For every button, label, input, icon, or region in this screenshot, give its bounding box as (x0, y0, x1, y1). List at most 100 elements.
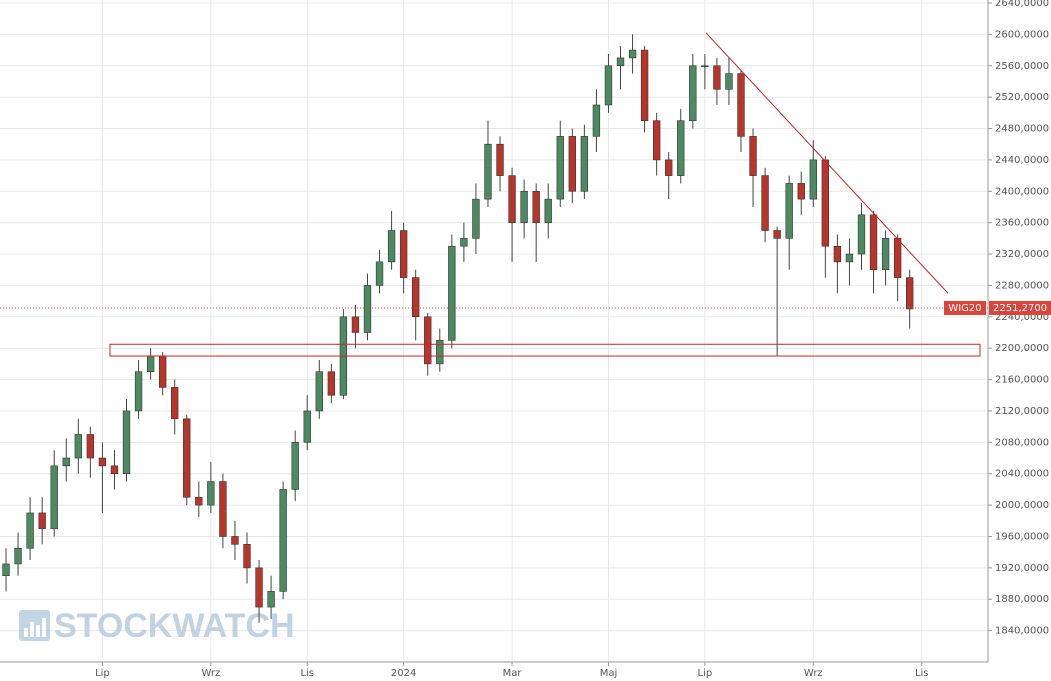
support-zone (109, 343, 981, 357)
y-tick-label: 2040,0000 (995, 469, 1049, 480)
candle-body (737, 73, 745, 137)
x-tick-label: Mar (503, 668, 523, 679)
x-tick-label: Lip (95, 668, 110, 679)
y-tick-label: 1960,0000 (995, 531, 1049, 542)
last-price-value-box (989, 300, 1051, 315)
candle-body (460, 238, 468, 247)
x-tick-label: Wrz (804, 668, 823, 679)
candle-body (628, 49, 637, 59)
candle-body (797, 183, 805, 200)
y-tick-label: 2320,0000 (995, 249, 1049, 260)
candle-body (785, 183, 793, 239)
candle-body (833, 245, 842, 263)
candle-body (845, 253, 854, 263)
candle-body (472, 198, 480, 239)
candle-body (496, 143, 504, 176)
candle-body (689, 65, 697, 121)
candle-body (773, 230, 781, 239)
candle-body (134, 371, 143, 412)
y-tick-label: 2480,0000 (995, 124, 1049, 135)
candle-body (14, 547, 22, 565)
y-tick-label: 2640,0000 (995, 0, 1049, 9)
candle-body (255, 567, 263, 608)
candle-body (604, 65, 613, 106)
y-tick-label: 2200,0000 (995, 343, 1049, 354)
trendline (705, 32, 949, 294)
x-tick-label: Lip (698, 668, 713, 679)
candle-body (351, 316, 360, 333)
last-price-name: WIG20 (948, 303, 981, 314)
candle-body (291, 442, 299, 490)
candle-body (38, 512, 46, 529)
candle-body (375, 261, 384, 286)
candle-body (207, 481, 215, 506)
candle-body (821, 159, 830, 247)
last-price-name-box (944, 300, 986, 315)
candle-body (86, 434, 95, 459)
x-tick-label: 2024 (391, 668, 416, 679)
candle-body (652, 120, 661, 161)
candle-body (701, 65, 709, 68)
candle-body (677, 120, 685, 176)
candle-body (50, 465, 58, 529)
candle-body (146, 355, 155, 373)
candle-body (2, 563, 10, 577)
last-price-label: 2251,2700 (993, 303, 1047, 314)
watermark: STOCKWATCH (54, 607, 295, 645)
y-tick-label: 2600,0000 (995, 29, 1049, 40)
y-tick-label: 2240,0000 (995, 312, 1049, 323)
candle-body (906, 277, 914, 310)
candle-body (508, 175, 516, 223)
candle-body (580, 136, 589, 192)
candle-body (303, 410, 311, 443)
candle-body (857, 214, 866, 255)
candle-body (327, 371, 336, 396)
candle-body (424, 316, 432, 365)
y-tick-label: 2000,0000 (995, 500, 1049, 511)
candle-body (74, 434, 82, 459)
candle-body (556, 136, 564, 200)
y-tick-label: 2400,0000 (995, 186, 1049, 197)
candle-body (171, 387, 179, 420)
candle-body (231, 536, 239, 545)
candle-body (532, 190, 540, 223)
y-tick-label: 2440,0000 (995, 155, 1049, 166)
candle-body (592, 104, 601, 137)
x-tick-label: Maj (600, 668, 618, 679)
x-tick-label: Wrz (201, 668, 220, 679)
candle-body (122, 410, 131, 475)
candle-body (243, 544, 251, 569)
candle-body (640, 49, 649, 121)
candle-body (725, 73, 733, 90)
y-tick-label: 2520,0000 (995, 92, 1049, 103)
x-tick-label: Lis (915, 668, 929, 679)
candle-body (279, 489, 287, 592)
x-tick-label: Lis (300, 668, 314, 679)
candle-body (809, 159, 817, 200)
candle-body (387, 230, 396, 263)
candle-body (665, 159, 673, 176)
candle-body (448, 245, 456, 341)
candle-body (315, 371, 323, 412)
candle-body (183, 418, 191, 498)
candle-body (26, 512, 34, 549)
candle-body (412, 277, 420, 318)
candle-body (436, 340, 444, 365)
candle-body (749, 136, 757, 176)
candle-body (881, 238, 890, 271)
y-tick-label: 2080,0000 (995, 437, 1049, 448)
y-tick-label: 1920,0000 (995, 563, 1049, 574)
y-tick-label: 2280,0000 (995, 280, 1049, 291)
y-tick-label: 2160,0000 (995, 375, 1049, 386)
candle-body (520, 190, 528, 223)
watermark-logo (19, 610, 50, 641)
candle-body (158, 355, 167, 388)
candle-body (761, 175, 769, 231)
candle-body (399, 230, 408, 278)
candle-body (98, 457, 107, 467)
y-tick-label: 1840,0000 (995, 626, 1049, 637)
y-tick-label: 2560,0000 (995, 61, 1049, 72)
plot (0, 32, 988, 623)
